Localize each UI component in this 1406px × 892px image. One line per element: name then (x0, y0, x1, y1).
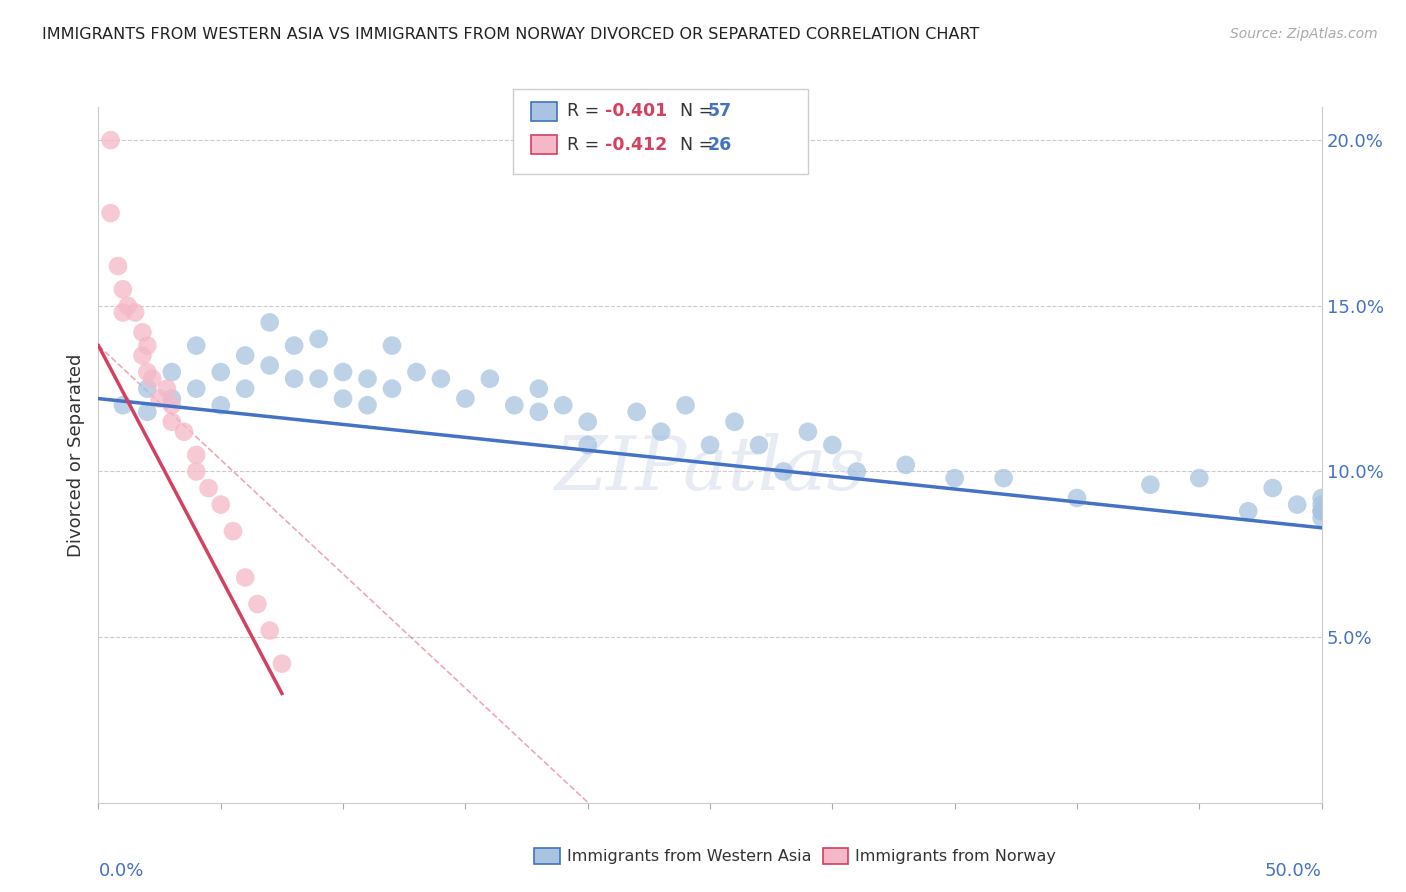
Point (1139, 477, 1161, 491)
Point (845, 465, 868, 479)
Point (430, 372, 453, 386)
Point (553, 398, 575, 412)
Text: IMMIGRANTS FROM WESTERN ASIA VS IMMIGRANTS FROM NORWAY DIVORCED OR SEPARATED COR: IMMIGRANTS FROM WESTERN ASIA VS IMMIGRAN… (42, 27, 980, 42)
Point (626, 405, 648, 419)
Text: R =: R = (567, 103, 605, 120)
Point (160, 415, 183, 429)
Point (478, 372, 501, 386)
Point (1310, 504, 1333, 518)
Point (160, 392, 183, 406)
Point (772, 465, 794, 479)
Point (173, 425, 195, 439)
Point (186, 448, 208, 462)
Point (1261, 481, 1284, 495)
Point (576, 415, 599, 429)
Point (259, 359, 281, 373)
Point (233, 570, 256, 584)
Point (650, 425, 672, 439)
Text: N =: N = (669, 136, 718, 153)
Point (1188, 471, 1211, 485)
Point (209, 398, 232, 412)
Point (356, 372, 378, 386)
Point (222, 524, 245, 538)
Point (197, 481, 219, 495)
Point (111, 282, 134, 296)
Point (107, 259, 129, 273)
Text: 50.0%: 50.0% (1265, 863, 1322, 880)
Point (136, 338, 159, 352)
Point (894, 458, 917, 472)
Point (100, 206, 122, 220)
Point (1310, 504, 1333, 518)
Point (246, 597, 269, 611)
Text: -0.401: -0.401 (605, 103, 666, 120)
Text: 57: 57 (707, 103, 731, 120)
Point (527, 382, 550, 396)
Point (283, 372, 305, 386)
Point (233, 349, 256, 363)
Point (259, 624, 281, 638)
Point (723, 415, 745, 429)
Point (141, 372, 163, 386)
Point (111, 398, 134, 412)
Point (209, 498, 232, 512)
Text: N =: N = (669, 103, 718, 120)
Point (454, 392, 477, 406)
Text: Immigrants from Norway: Immigrants from Norway (855, 849, 1056, 863)
Point (156, 382, 179, 396)
Point (699, 438, 721, 452)
Point (1237, 504, 1260, 518)
Point (233, 382, 256, 396)
Point (993, 471, 1015, 485)
Point (283, 338, 305, 352)
Point (503, 398, 526, 412)
Point (100, 133, 122, 147)
Point (186, 382, 208, 396)
Point (332, 365, 354, 379)
Point (576, 438, 599, 452)
Text: ZIPatlas: ZIPatlas (554, 433, 866, 505)
Point (308, 332, 330, 346)
Point (186, 465, 208, 479)
Point (381, 382, 404, 396)
Point (356, 398, 378, 412)
Point (136, 365, 159, 379)
Point (111, 305, 134, 319)
Point (149, 392, 172, 406)
Point (117, 299, 139, 313)
Point (797, 425, 820, 439)
Text: R =: R = (567, 136, 605, 153)
Text: -0.412: -0.412 (605, 136, 666, 153)
Point (527, 405, 550, 419)
Point (943, 471, 966, 485)
Point (136, 405, 159, 419)
Point (1286, 498, 1309, 512)
Text: Source: ZipAtlas.com: Source: ZipAtlas.com (1230, 27, 1378, 41)
Text: Immigrants from Western Asia: Immigrants from Western Asia (567, 849, 811, 863)
Text: 0.0%: 0.0% (98, 863, 143, 880)
Point (160, 365, 183, 379)
Point (1310, 491, 1333, 505)
Point (381, 338, 404, 352)
Point (259, 315, 281, 329)
Point (748, 438, 770, 452)
Point (308, 372, 330, 386)
Point (131, 326, 153, 340)
Point (821, 438, 844, 452)
Text: 26: 26 (707, 136, 731, 153)
Point (209, 365, 232, 379)
Point (136, 382, 159, 396)
Point (186, 338, 208, 352)
Y-axis label: Divorced or Separated: Divorced or Separated (66, 353, 84, 557)
Point (1066, 491, 1088, 505)
Point (160, 398, 183, 412)
Point (675, 398, 697, 412)
Point (131, 349, 153, 363)
Point (1310, 498, 1333, 512)
Point (124, 305, 146, 319)
Point (270, 657, 294, 671)
Point (332, 392, 354, 406)
Point (1310, 511, 1333, 525)
Point (405, 365, 427, 379)
